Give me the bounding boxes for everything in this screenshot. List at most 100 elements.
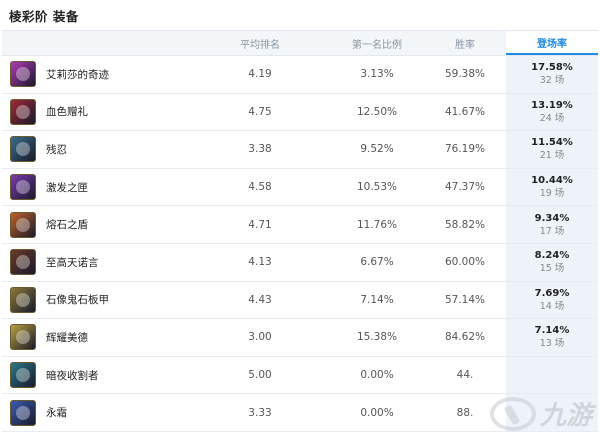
item-cell: 艾莉莎的奇迹	[2, 56, 190, 93]
first-rate-value: 0.00%	[360, 369, 394, 382]
table-row[interactable]: 血色赠礼 4.75 12.50% 41.67% 13.19% 24 场	[2, 93, 598, 132]
item-cell: 永霜	[2, 394, 190, 431]
pick-count-value: 17 场	[539, 225, 565, 237]
item-name[interactable]: 辉耀美德	[46, 331, 88, 344]
pick-rate-value: 9.34%	[534, 212, 570, 224]
table-row[interactable]: 石像鬼石板甲 4.43 7.14% 57.14% 7.69% 14 场	[2, 281, 598, 320]
pick-rate-cell: 9.34% 17 场	[506, 206, 598, 243]
avg-rank-value: 4.19	[248, 68, 272, 81]
win-rate-value: 84.62%	[444, 331, 486, 344]
win-rate-value: 57.14%	[444, 293, 486, 306]
table-header: 平均排名 第一名比例 胜率 登场率	[2, 31, 598, 56]
pick-rate-value: 8.24%	[534, 250, 570, 262]
avg-rank-value: 4.13	[248, 256, 272, 269]
avg-rank-value: 3.38	[248, 143, 272, 156]
item-cell: 熔石之盾	[2, 206, 190, 243]
pick-count-value: 13 场	[539, 338, 565, 350]
header-name	[2, 31, 190, 55]
first-rate-value: 3.13%	[360, 68, 394, 81]
equipment-table: 平均排名 第一名比例 胜率 登场率 艾莉莎的奇迹 4.19 3.13% 59.3…	[2, 30, 598, 432]
first-rate-value: 11.76%	[356, 218, 398, 231]
table-row[interactable]: 暗夜收割者 5.00 0.00% 44.	[2, 356, 598, 395]
spark-box-icon	[10, 174, 36, 201]
watermark: 九游	[489, 395, 592, 432]
item-name[interactable]: 血色赠礼	[46, 106, 88, 119]
table-row[interactable]: 熔石之盾 4.71 11.76% 58.82% 9.34% 17 场	[2, 206, 598, 244]
pick-rate-cell: 13.19% 24 场	[506, 93, 598, 131]
pick-rate-cell	[506, 356, 598, 394]
item-name[interactable]: 永霜	[46, 407, 67, 420]
pick-rate-value: 17.58%	[531, 62, 573, 74]
win-rate-value: 41.67%	[444, 105, 486, 118]
win-rate-value: 76.19%	[444, 143, 486, 156]
first-rate-value: 0.00%	[360, 406, 394, 419]
avg-rank-value: 4.43	[248, 293, 272, 306]
pick-rate-value: 13.19%	[531, 99, 573, 111]
item-name[interactable]: 激发之匣	[46, 181, 88, 194]
win-rate-value: 88.	[456, 406, 474, 419]
header-pick-rate[interactable]: 登场率	[506, 31, 598, 55]
avg-rank-value: 4.71	[248, 218, 272, 231]
pick-rate-value: 10.44%	[531, 175, 573, 187]
gargoyle-armor-icon	[10, 286, 36, 313]
pick-rate-cell: 11.54% 21 场	[506, 131, 598, 168]
win-rate-value: 47.37%	[444, 181, 486, 194]
item-cell: 血色赠礼	[2, 94, 190, 131]
heaven-promise-icon	[10, 249, 36, 276]
header-win-rate[interactable]: 胜率	[455, 39, 475, 51]
item-name[interactable]: 石像鬼石板甲	[46, 294, 109, 307]
pick-rate-value: 7.69%	[534, 287, 570, 299]
item-cell: 辉耀美德	[2, 319, 190, 356]
win-rate-value: 59.38%	[444, 68, 486, 81]
pick-count-value: 21 场	[539, 150, 565, 162]
cruelty-icon	[10, 136, 36, 163]
header-first-rate[interactable]: 第一名比例	[352, 39, 402, 51]
win-rate-value: 44.	[456, 369, 474, 382]
item-name[interactable]: 至高天诺言	[46, 256, 99, 269]
first-rate-value: 10.53%	[356, 181, 398, 194]
table-row[interactable]: 艾莉莎的奇迹 4.19 3.13% 59.38% 17.58% 32 场	[2, 56, 598, 94]
table-row[interactable]: 残忍 3.38 9.52% 76.19% 11.54% 21 场	[2, 131, 598, 169]
header-avg-rank[interactable]: 平均排名	[240, 39, 280, 51]
pick-rate-cell: 8.24% 15 场	[506, 243, 598, 281]
item-name[interactable]: 熔石之盾	[46, 219, 88, 232]
pick-count-value: 24 场	[539, 112, 565, 124]
pick-rate-cell: 7.14% 13 场	[506, 319, 598, 356]
pick-rate-cell: 10.44% 19 场	[506, 168, 598, 206]
pick-rate-value: 11.54%	[531, 137, 573, 149]
page-title: 棱彩阶 装备	[9, 9, 79, 24]
night-reaper-icon	[10, 362, 36, 389]
avg-rank-value: 4.75	[248, 105, 272, 118]
first-rate-value: 9.52%	[360, 143, 394, 156]
win-rate-value: 60.00%	[444, 256, 486, 269]
table-body: 艾莉莎的奇迹 4.19 3.13% 59.38% 17.58% 32 场 血色赠…	[2, 56, 598, 432]
item-cell: 石像鬼石板甲	[2, 282, 190, 319]
table-row[interactable]: 至高天诺言 4.13 6.67% 60.00% 8.24% 15 场	[2, 243, 598, 282]
item-name[interactable]: 艾莉莎的奇迹	[46, 68, 109, 81]
watermark-text: 九游	[539, 401, 592, 431]
blood-gift-icon	[10, 98, 36, 125]
first-rate-value: 7.14%	[360, 293, 394, 306]
pick-rate-cell: 7.69% 14 场	[506, 281, 598, 319]
pick-count-value: 19 场	[539, 188, 565, 200]
item-cell: 残忍	[2, 131, 190, 168]
table-row[interactable]: 辉耀美德 3.00 15.38% 84.62% 7.14% 13 场	[2, 319, 598, 357]
first-rate-value: 6.67%	[360, 256, 394, 269]
avg-rank-value: 3.00	[248, 331, 272, 344]
item-name[interactable]: 残忍	[46, 143, 67, 156]
win-rate-value: 58.82%	[444, 218, 486, 231]
avg-rank-value: 3.33	[248, 406, 272, 419]
lava-shield-icon	[10, 211, 36, 238]
avg-rank-value: 4.58	[248, 181, 272, 194]
pick-rate-cell: 17.58% 32 场	[506, 56, 598, 93]
item-cell: 暗夜收割者	[2, 357, 190, 394]
table-row[interactable]: 激发之匣 4.58 10.53% 47.37% 10.44% 19 场	[2, 168, 598, 207]
item-cell: 至高天诺言	[2, 244, 190, 281]
elisa-miracle-icon	[10, 61, 36, 88]
first-rate-value: 15.38%	[356, 331, 398, 344]
pick-count-value: 14 场	[539, 300, 565, 312]
item-name[interactable]: 暗夜收割者	[46, 369, 99, 382]
everfrost-icon	[10, 399, 36, 426]
avg-rank-value: 5.00	[248, 369, 272, 382]
pick-count-value: 15 场	[539, 263, 565, 275]
